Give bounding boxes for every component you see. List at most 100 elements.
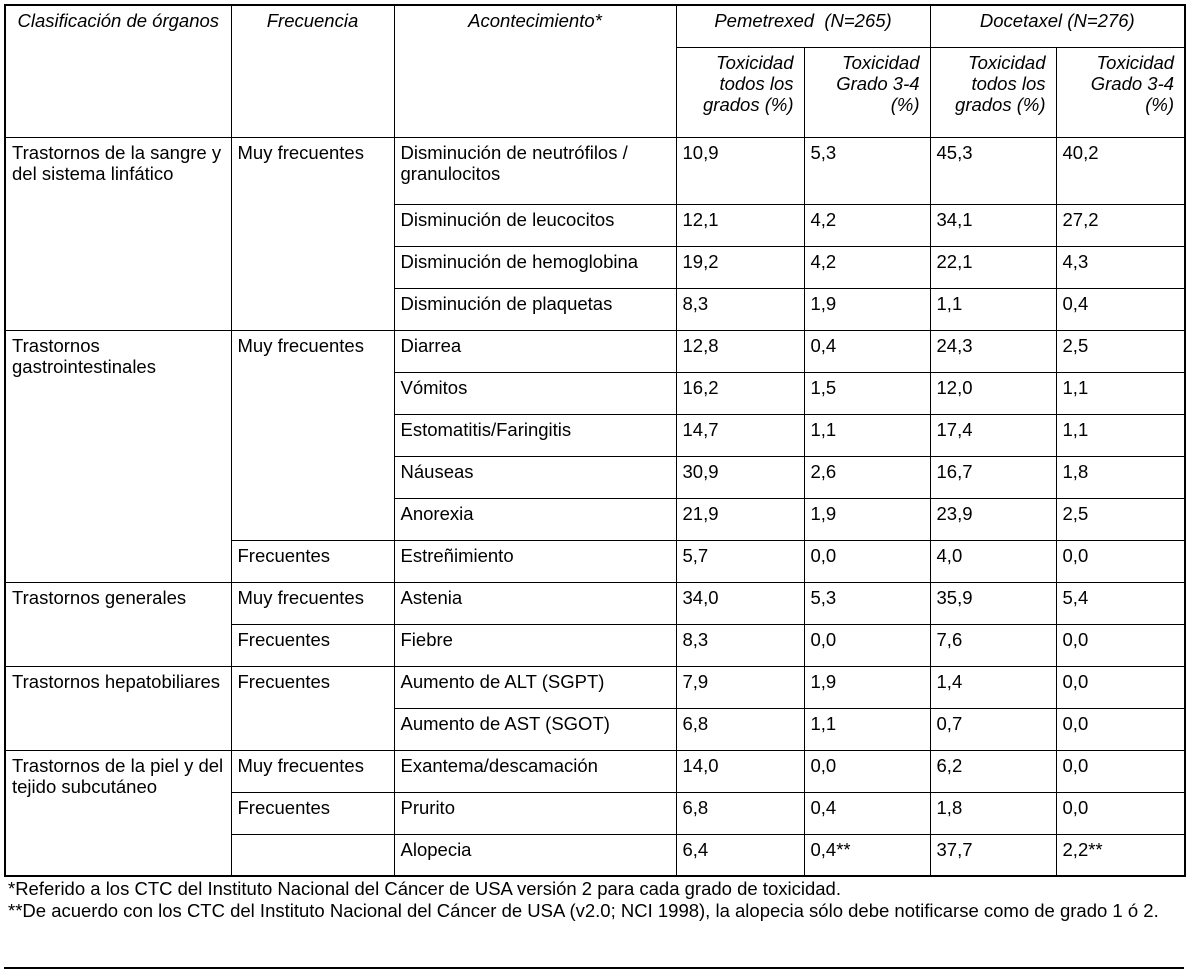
bottom-rule [4,967,1184,969]
frequency-cell: Muy frecuentes [230,136,395,331]
table-row: Frecuentes Fiebre 8,3 0,0 7,6 0,0 [5,623,1186,667]
table-row: Trastornos gastrointestinales Muy frecuen… [4,329,1186,583]
header-cell: Frecuencia [230,4,395,138]
value-cell: 0,0 [1055,749,1186,793]
value-cell: 0,4 [803,791,931,835]
value-cell: 6,4 [675,833,805,877]
value-cell: 1,1 [1055,413,1186,457]
value-cell: 8,3 [675,287,805,331]
value-cell: 12,0 [929,371,1057,415]
table-body: Trastornos de la sangre y del sistema li… [4,136,1186,877]
organ-cell: Trastornos generales [4,581,232,667]
organ-cell: Trastornos gastrointestinales [4,329,232,583]
value-cell: 4,3 [1055,245,1186,289]
subheader-cell: Toxicidad Grado 3-4 (%) [803,46,931,138]
value-cell: 5,3 [803,136,931,205]
value-cell: 16,7 [929,455,1057,499]
value-cell: 7,9 [675,665,805,709]
header-row: Clasificación de órganos Frecuencia Acon… [4,4,1186,138]
frequency-cell: Frecuentes [230,665,395,751]
table-row: Alopecia 6,4 0,4** 37,7 2,2** [5,833,1186,877]
value-cell: 16,2 [675,371,805,415]
frequency-cell: Muy frecuentes [230,581,395,625]
value-cell: 8,3 [675,623,805,667]
footnote: *Referido a los CTC del Instituto Nacion… [8,878,841,899]
table-row: Estomatitis/Faringitis 14,7 1,1 17,4 1,1 [5,413,1186,457]
event-cell: Disminución de leucocitos [393,203,677,247]
value-cell: 1,1 [803,707,931,751]
table-row: Náuseas 30,9 2,6 16,7 1,8 [5,455,1186,499]
value-cell: 1,5 [803,371,931,415]
table-row: Frecuentes Estreñimiento 5,7 0,0 4,0 0,0 [5,539,1186,583]
value-cell: 37,7 [929,833,1057,877]
value-cell: 0,4 [803,329,931,373]
value-cell: 12,1 [675,203,805,247]
event-cell: Fiebre [393,623,677,667]
value-cell: 7,6 [929,623,1057,667]
value-cell: 5,3 [803,581,931,625]
value-cell: 0,7 [929,707,1057,751]
value-cell: 1,8 [1055,455,1186,499]
value-cell: 12,8 [675,329,805,373]
value-cell: 0,4** [803,833,931,877]
event-cell: Astenia [393,581,677,625]
table-row: Disminución de hemoglobina 19,2 4,2 22,1 4,3 [5,245,1186,289]
table-head: Clasificación de órganos Frecuencia Acon… [4,4,1186,138]
organ-cell: Trastornos de la piel y del tejido subcu… [4,749,232,877]
event-cell: Anorexia [393,497,677,541]
value-cell: 0,0 [803,623,931,667]
frequency-cell: Frecuentes [230,623,395,667]
value-cell: 1,4 [929,665,1057,709]
value-cell: 10,9 [675,136,805,205]
value-cell: 35,9 [929,581,1057,625]
event-cell: Vómitos [393,371,677,415]
value-cell: 4,2 [803,203,931,247]
organ-cell: Trastornos de la sangre y del sistema li… [4,136,232,331]
subheader-row: Toxicidad todos los grados (%) Toxicidad… [5,46,1186,138]
event-cell: Exantema/descamación [393,749,677,793]
table-row: Trastornos generales Muy frecuentes Asteni… [4,581,1186,667]
value-cell: 0,0 [1055,539,1186,583]
value-cell: 2,5 [1055,497,1186,541]
subheader-cell: Toxicidad todos los grados (%) [675,46,805,138]
frequency-cell: Frecuentes [230,539,395,583]
event-cell: Aumento de ALT (SGPT) [393,665,677,709]
value-cell: 6,2 [929,749,1057,793]
value-cell: 1,1 [803,413,931,457]
event-cell: Disminución de neutrófilos / granulocito… [393,136,677,205]
frequency-cell: Muy frecuentes [230,749,395,793]
value-cell: 1,1 [929,287,1057,331]
value-cell: 2,2** [1055,833,1186,877]
value-cell: 30,9 [675,455,805,499]
header-cell: Clasificación de órganos [4,4,232,138]
table-row: Anorexia 21,9 1,9 23,9 2,5 [5,497,1186,541]
header-cell: Pemetrexed (N=265) [675,4,931,48]
value-cell: 40,2 [1055,136,1186,205]
value-cell: 0,0 [1055,665,1186,709]
value-cell: 1,9 [803,497,931,541]
value-cell: 4,2 [803,245,931,289]
value-cell: 0,4 [1055,287,1186,331]
toxicity-table: Clasificación de órganos Frecuencia Acon… [4,4,1187,877]
value-cell: 14,0 [675,749,805,793]
table-row: Disminución de leucocitos 12,1 4,2 34,1 27,2 [5,203,1186,247]
event-cell: Prurito [393,791,677,835]
value-cell: 6,8 [675,707,805,751]
value-cell: 0,0 [1055,623,1186,667]
value-cell: 0,0 [1055,791,1186,835]
event-cell: Aumento de AST (SGOT) [393,707,677,751]
value-cell: 34,0 [675,581,805,625]
value-cell: 5,7 [675,539,805,583]
value-cell: 34,1 [929,203,1057,247]
value-cell: 17,4 [929,413,1057,457]
value-cell: 0,0 [803,539,931,583]
value-cell: 24,3 [929,329,1057,373]
event-cell: Disminución de plaquetas [393,287,677,331]
event-cell: Estomatitis/Faringitis [393,413,677,457]
event-cell: Alopecia [393,833,677,877]
subheader-cell: Toxicidad todos los grados (%) [929,46,1057,138]
value-cell: 5,4 [1055,581,1186,625]
value-cell: 23,9 [929,497,1057,541]
table-row: Trastornos hepatobiliares Frecuentes Aumen… [4,665,1186,751]
